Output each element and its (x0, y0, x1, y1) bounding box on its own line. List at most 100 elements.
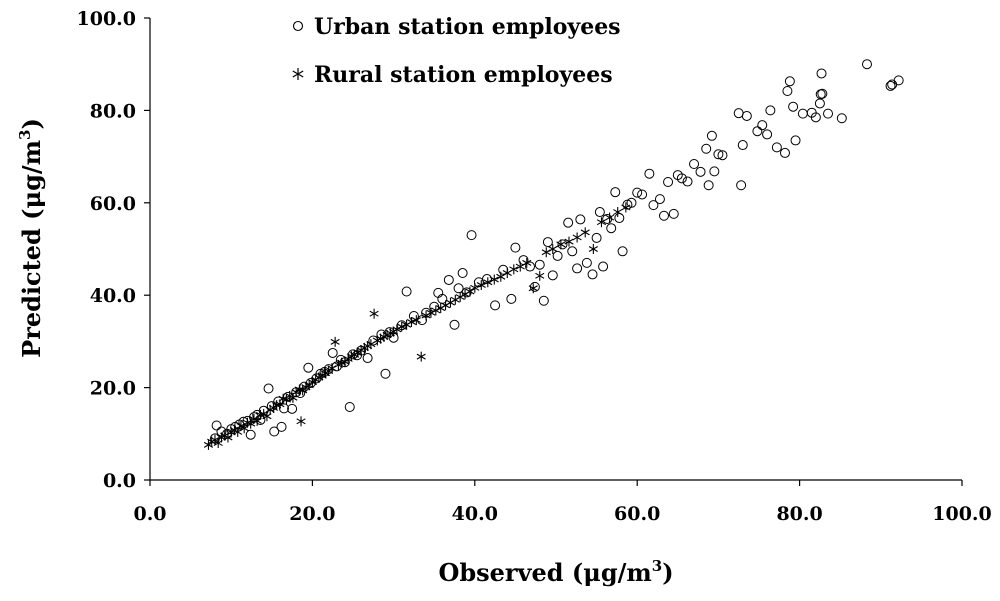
urban-point (810, 112, 821, 123)
urban-point (396, 320, 407, 331)
urban-point (388, 332, 399, 343)
urban-point (602, 213, 613, 224)
urban-point (255, 414, 266, 425)
urban-point (626, 197, 637, 208)
urban-point (529, 281, 540, 292)
urban-point (836, 113, 847, 124)
rural-point (483, 277, 493, 288)
urban-point (782, 85, 793, 96)
urban-point (263, 383, 274, 394)
urban-point (518, 255, 529, 266)
urban-point (327, 347, 338, 358)
urban-point (591, 232, 602, 243)
rural-point (509, 264, 519, 275)
legend: Urban station employees Rural station em… (292, 14, 621, 88)
x-tick-label: 80.0 (776, 503, 822, 525)
rural-point (548, 244, 558, 254)
urban-point (542, 237, 553, 248)
urban-point (466, 230, 477, 241)
urban-point (663, 177, 674, 188)
urban-point (563, 217, 574, 228)
urban-point (784, 76, 795, 87)
urban-point (552, 250, 563, 261)
rural-point (588, 244, 598, 254)
x-tick-label: 20.0 (289, 503, 335, 525)
urban-point (547, 270, 558, 281)
urban-point (273, 396, 284, 407)
urban-point (861, 59, 872, 70)
urban-point (817, 88, 828, 99)
urban-point (269, 426, 280, 437)
urban-point (510, 242, 521, 253)
urban-point (258, 405, 269, 416)
urban-point (658, 210, 669, 221)
urban-point (790, 135, 801, 146)
urban-point (762, 129, 773, 140)
urban-point (209, 433, 220, 444)
data-points (203, 59, 904, 450)
rural-point (369, 308, 379, 319)
urban-point (797, 108, 808, 119)
rural-point (613, 207, 623, 218)
urban-point (356, 345, 367, 356)
y-tick-label: 80.0 (90, 100, 136, 122)
legend-item-rural: Rural station employees (292, 62, 613, 88)
rural-point (580, 227, 590, 238)
rural-point (476, 280, 486, 291)
urban-point (689, 158, 700, 169)
urban-point (283, 391, 294, 402)
urban-point (581, 257, 592, 268)
urban-point (701, 143, 712, 154)
urban-point (368, 335, 379, 346)
urban-point (606, 223, 617, 234)
legend-label-rural: Rural station employees (314, 62, 613, 88)
urban-point (490, 300, 501, 311)
urban-point (278, 403, 289, 414)
urban-point (757, 120, 768, 131)
urban-point (736, 180, 747, 191)
urban-point (741, 110, 752, 121)
rural-point (564, 236, 574, 247)
urban-point (788, 101, 799, 112)
y-tick-label: 100.0 (77, 8, 137, 30)
urban-point (408, 310, 419, 321)
urban-point (481, 274, 492, 285)
urban-point (617, 246, 628, 257)
rural-point (541, 247, 551, 258)
urban-point (276, 421, 287, 432)
urban-point (885, 80, 896, 91)
urban-point (695, 166, 706, 177)
urban-point (654, 194, 665, 205)
urban-point (216, 426, 227, 437)
x-tick-label: 0.0 (133, 503, 166, 525)
urban-point (421, 307, 432, 318)
urban-point (567, 246, 578, 257)
y-axis-title: Predicted (μg/m3) (16, 118, 46, 358)
urban-point (453, 283, 464, 294)
urban-point (587, 269, 598, 280)
urban-point (765, 105, 776, 116)
rural-point (330, 336, 340, 347)
legend-circle-marker (292, 20, 304, 32)
urban-point (572, 263, 583, 274)
urban-point (814, 98, 825, 109)
urban-point (506, 293, 517, 304)
urban-point (648, 200, 659, 211)
urban-point (211, 420, 222, 431)
urban-point (610, 187, 621, 198)
rural-point (596, 217, 607, 228)
urban-point (575, 214, 586, 225)
urban-point (339, 357, 350, 368)
urban-point (380, 368, 391, 379)
legend-asterisk-marker (292, 68, 304, 80)
urban-point (893, 75, 904, 86)
urban-point (557, 239, 568, 250)
urban-point (637, 189, 648, 200)
tick-labels: 0.0 20.0 40.0 60.0 80.0 100.0 0.0 20.0 40.0 60.0 8… (77, 8, 992, 525)
rural-point (296, 416, 306, 427)
urban-point (713, 149, 724, 160)
legend-item-urban: Urban station employees (292, 14, 621, 40)
rural-point (605, 212, 615, 223)
urban-point (668, 208, 679, 219)
